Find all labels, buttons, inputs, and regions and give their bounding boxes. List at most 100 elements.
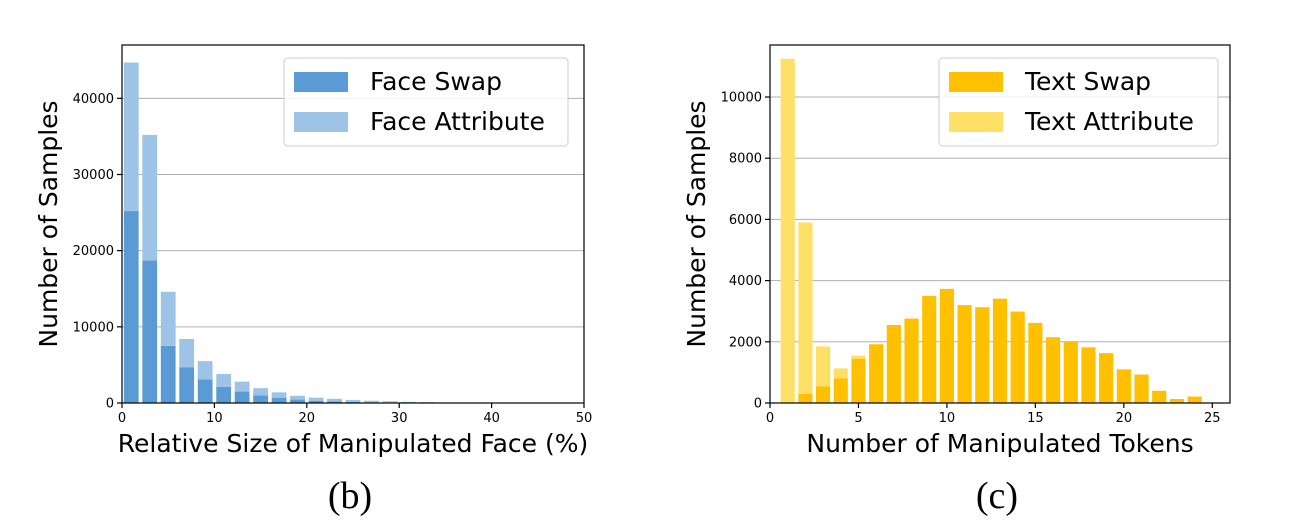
bar-text-swap xyxy=(1152,390,1167,403)
bar-text-swap xyxy=(1116,369,1131,403)
bar-text-swap xyxy=(992,298,1008,403)
bar-text-swap xyxy=(1010,311,1025,403)
legend-swatch xyxy=(949,72,1003,92)
legend-label: Text Swap xyxy=(1024,67,1151,96)
bar-face-attribute xyxy=(290,395,305,400)
bar-face-attribute xyxy=(401,401,416,403)
bar-face-attribute xyxy=(345,399,361,402)
y-tick-label: 6000 xyxy=(729,213,762,228)
panel-caption: (b) xyxy=(328,475,372,517)
bar-text-attribute xyxy=(780,58,795,404)
bar-face-swap xyxy=(216,387,232,403)
x-tick-label: 0 xyxy=(766,411,774,426)
y-tick-label: 20000 xyxy=(73,244,114,259)
bar-text-attribute xyxy=(833,368,848,379)
y-tick-label: 4000 xyxy=(729,274,762,289)
bar-face-swap xyxy=(327,401,342,403)
bar-text-swap xyxy=(851,358,866,403)
legend-swatch xyxy=(294,112,348,132)
legend-label: Face Swap xyxy=(370,67,502,96)
x-tick-label: 50 xyxy=(576,411,593,426)
y-tick-label: 2000 xyxy=(729,335,762,350)
bar-text-swap xyxy=(957,305,972,403)
bar-face-swap xyxy=(308,400,324,403)
legend-swatch xyxy=(949,112,1003,132)
bar-text-swap xyxy=(1046,337,1061,403)
y-tick-label: 10000 xyxy=(73,320,114,335)
plot-frame xyxy=(121,44,585,404)
bar-text-swap xyxy=(975,307,990,403)
x-tick-label: 20 xyxy=(1116,411,1133,426)
bar-face-swap xyxy=(160,345,176,403)
bar-text-swap xyxy=(1134,374,1149,403)
y-tick-label: 8000 xyxy=(729,152,762,167)
legend-label: Face Attribute xyxy=(370,107,545,136)
x-tick-label: 0 xyxy=(118,411,126,426)
bar-face-swap xyxy=(123,211,139,403)
legend-swatch xyxy=(294,72,348,92)
x-tick-label: 10 xyxy=(206,411,223,426)
plot-frame xyxy=(769,44,1231,404)
bar-face-swap xyxy=(290,399,305,403)
bar-face-swap xyxy=(197,379,213,403)
bar-text-swap xyxy=(1081,347,1096,403)
bar-text-swap xyxy=(869,344,884,403)
y-tick-label: 10000 xyxy=(721,91,762,106)
y-tick-label: 30000 xyxy=(73,168,114,183)
x-axis-title: Number of Manipulated Tokens xyxy=(806,429,1193,458)
bar-face-attribute xyxy=(234,381,250,392)
legend-frame xyxy=(938,57,1219,147)
bar-text-attribute xyxy=(851,355,866,359)
legend-label: Text Attribute xyxy=(1024,107,1194,136)
bar-face-attribute xyxy=(382,401,398,403)
bar-face-attribute xyxy=(327,398,342,402)
bar-text-swap xyxy=(1099,353,1114,403)
bar-face-attribute xyxy=(160,291,176,346)
x-tick-label: 15 xyxy=(1027,411,1044,426)
bar-face-swap xyxy=(253,395,268,403)
bar-face-attribute xyxy=(123,62,139,212)
bar-text-swap xyxy=(798,393,813,403)
bar-text-swap xyxy=(922,295,937,403)
x-tick-label: 25 xyxy=(1204,411,1221,426)
bar-face-attribute xyxy=(142,134,158,261)
x-tick-label: 10 xyxy=(939,411,956,426)
bar-face-attribute xyxy=(253,388,268,396)
bar-text-swap xyxy=(939,288,954,403)
y-tick-label: 0 xyxy=(754,397,762,412)
bar-face-attribute xyxy=(216,374,232,388)
bar-text-attribute xyxy=(816,346,831,387)
bar-text-swap xyxy=(833,378,848,403)
bar-text-attribute xyxy=(798,222,813,394)
bar-face-attribute xyxy=(179,339,195,368)
x-tick-label: 40 xyxy=(483,411,500,426)
y-axis-title: Number of Samples xyxy=(682,100,711,347)
bar-face-swap xyxy=(271,397,287,403)
legend-frame xyxy=(283,57,569,147)
bar-face-swap xyxy=(179,367,195,403)
x-tick-label: 5 xyxy=(854,411,862,426)
chart-b: 0 10000 20000 30000 40000 0 10 20 30 40 50 Relative… xyxy=(34,44,593,517)
x-tick-label: 20 xyxy=(299,411,316,426)
x-tick-label: 30 xyxy=(391,411,408,426)
y-tick-label: 40000 xyxy=(73,92,114,107)
y-tick-label: 0 xyxy=(106,397,114,412)
bar-text-swap xyxy=(1028,322,1043,403)
bar-face-attribute xyxy=(271,392,287,398)
bar-text-swap xyxy=(886,324,901,403)
chart-c: 0 2000 4000 6000 8000 10000 0 5 10 15 20 25 Number o… xyxy=(682,44,1231,517)
bar-face-swap xyxy=(142,260,158,403)
panel-caption: (c) xyxy=(976,475,1018,517)
bar-text-swap xyxy=(1187,396,1202,403)
bar-text-swap xyxy=(1063,341,1078,403)
bar-face-swap xyxy=(234,391,250,403)
bar-text-swap xyxy=(904,318,919,403)
bar-face-attribute xyxy=(364,400,379,403)
bar-face-attribute xyxy=(308,397,324,401)
bar-text-swap xyxy=(1169,399,1184,403)
legend: Face Swap Face Attribute xyxy=(283,57,569,147)
legend: Text Swap Text Attribute xyxy=(938,57,1219,147)
bar-face-attribute xyxy=(197,361,213,380)
x-axis-title: Relative Size of Manipulated Face (%) xyxy=(118,429,588,458)
